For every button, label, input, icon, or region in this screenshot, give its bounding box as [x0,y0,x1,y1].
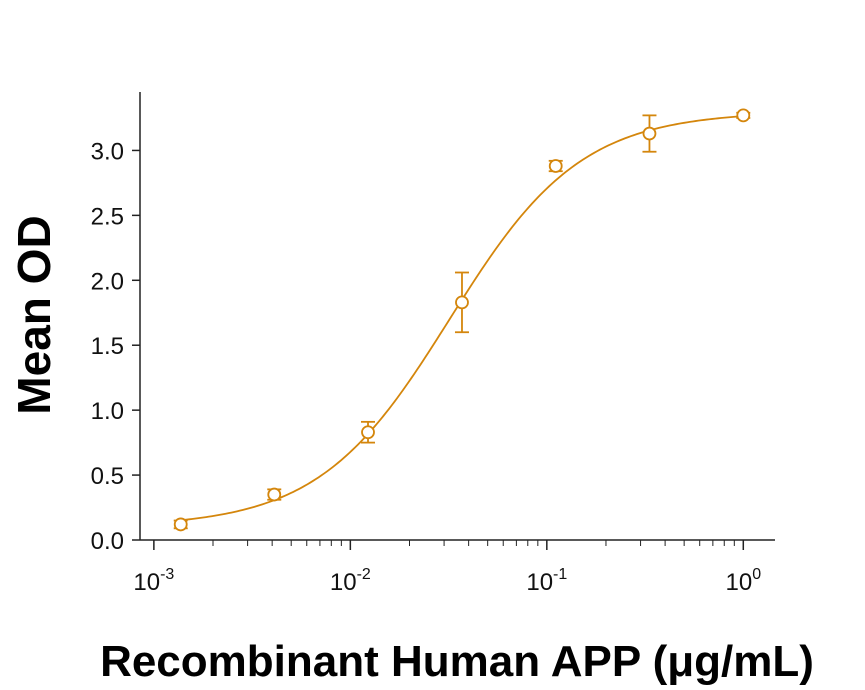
data-point [454,271,469,334]
y-tick-label: 0.0 [91,528,124,555]
x-tick-exponent: -1 [553,566,567,583]
data-point [267,487,282,502]
data-point [173,517,188,532]
data-point [548,159,563,173]
y-axis: 0.0 0.5 1.0 1.5 2.0 2.5 3.0 [91,92,141,555]
y-axis-title: Mean OD [8,215,60,414]
data-points-layer [173,108,751,532]
x-tick-label: 100 [725,566,761,596]
data-point [361,420,376,444]
data-marker [267,487,282,502]
x-axis-title: Recombinant Human APP (μg/mL) [100,637,814,686]
x-tick-label: 10-3 [133,566,174,596]
data-point [736,108,751,123]
x-tick-label: 10-2 [330,566,371,596]
y-tick-label: 2.5 [91,203,124,230]
x-tick-exponent: -3 [160,566,174,583]
x-tick-exponent: -2 [357,566,371,583]
x-tick-base: 10 [330,569,357,596]
x-axis: 10-3 10-2 10-1 100 [133,539,775,596]
y-tick-label: 2.0 [91,268,124,295]
x-tick-base: 10 [725,569,752,596]
data-marker [548,159,563,173]
y-tick-label: 1.0 [91,398,124,425]
data-marker [361,425,375,440]
y-tick-label: 3.0 [91,138,124,165]
y-tick-label: 0.5 [91,463,124,490]
y-tick-label: 1.5 [91,333,124,360]
data-marker [455,295,469,310]
x-tick-base: 10 [133,569,160,596]
x-tick-exponent: 0 [752,566,761,583]
data-marker [736,108,751,123]
data-point [642,114,657,153]
x-tick-base: 10 [526,569,553,596]
x-tick-label: 10-1 [526,566,567,596]
data-marker [173,517,188,532]
data-marker [642,126,657,141]
